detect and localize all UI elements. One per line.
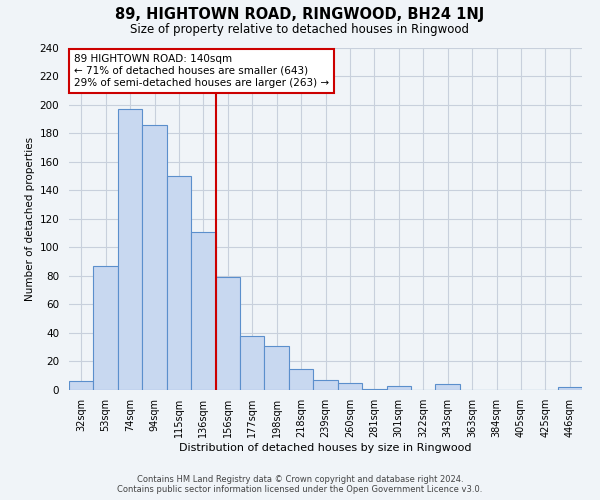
Bar (167, 176, 191, 390)
Bar (118, 109, 142, 390)
Bar (386, 386, 411, 390)
Text: Contains HM Land Registry data © Crown copyright and database right 2024.
Contai: Contains HM Land Registry data © Crown c… (118, 474, 482, 494)
Text: 89, HIGHTOWN ROAD, RINGWOOD, BH24 1NJ: 89, HIGHTOWN ROAD, RINGWOOD, BH24 1NJ (115, 8, 485, 22)
Bar (94, 266, 118, 390)
Bar (69, 382, 94, 390)
Y-axis label: Number of detached properties: Number of detached properties (25, 136, 35, 301)
Bar (338, 383, 362, 390)
Bar (362, 388, 386, 390)
Text: Size of property relative to detached houses in Ringwood: Size of property relative to detached ho… (131, 22, 470, 36)
Bar (436, 384, 460, 390)
Bar (142, 124, 167, 390)
Bar (191, 232, 215, 390)
Bar (313, 380, 338, 390)
Bar (215, 278, 240, 390)
Bar (240, 336, 265, 390)
Bar (557, 387, 582, 390)
Bar (289, 368, 313, 390)
X-axis label: Distribution of detached houses by size in Ringwood: Distribution of detached houses by size … (179, 442, 472, 452)
Text: 89 HIGHTOWN ROAD: 140sqm
← 71% of detached houses are smaller (643)
29% of semi-: 89 HIGHTOWN ROAD: 140sqm ← 71% of detach… (74, 54, 329, 88)
Bar (265, 346, 289, 390)
